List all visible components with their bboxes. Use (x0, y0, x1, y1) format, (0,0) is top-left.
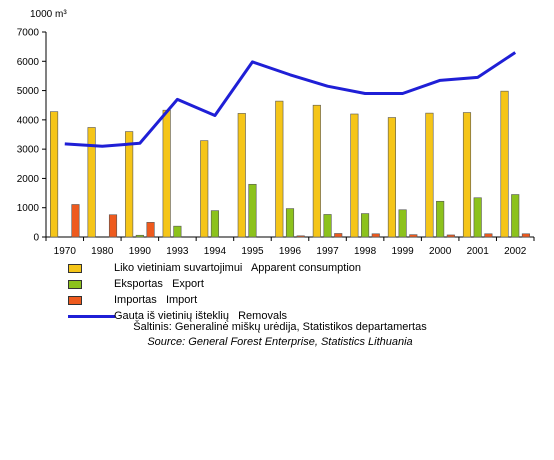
bar-consumption (462, 112, 472, 238)
y-tick-label: 2000 (17, 174, 40, 185)
legend-item-removals: Gauta iš vietinių išteklių Removals (68, 309, 287, 325)
bar-export (248, 183, 257, 238)
bar-consumption (87, 127, 96, 238)
plot-area: 0 1000 2000 3000 4000 5000 6000 7000 1970 1980 199… (17, 28, 535, 257)
source-note-en: Source: General Forest Enterprise, Stati… (147, 336, 413, 348)
x-tick-label: 1996 (279, 246, 302, 257)
bar-consumption (500, 90, 509, 238)
bar-export (436, 200, 445, 238)
legend-item-export: Eksportas Export (68, 277, 204, 293)
bar-import (296, 235, 305, 238)
y-tick-label: 4000 (17, 115, 40, 126)
bar-import (71, 204, 80, 238)
bar-import (484, 233, 493, 238)
bar-import (409, 234, 418, 238)
legend-line-removals (68, 315, 115, 318)
bar-export (210, 210, 219, 238)
legend: Liko vietiniam suvartojimui Apparent con… (68, 261, 361, 325)
bar-consumption (312, 104, 321, 238)
bar-export (473, 197, 482, 238)
x-tick-label: 1980 (91, 246, 114, 257)
bar-consumption (50, 111, 59, 238)
x-tick-label: 1999 (391, 246, 414, 257)
bar-consumption (387, 117, 396, 238)
x-tick-label: 1993 (166, 246, 189, 257)
bar-export (323, 214, 332, 238)
y-axis-label: 1000 m³ (30, 9, 67, 20)
bar-import (108, 214, 118, 238)
legend-swatch-import (68, 296, 82, 305)
y-tick-label: 1000 (17, 203, 40, 214)
x-tick-label: 2000 (429, 246, 452, 257)
y-tick-label: 0 (33, 233, 39, 244)
line-removals (64, 51, 517, 148)
bar-export (361, 213, 370, 238)
y-tick-label: 3000 (17, 145, 40, 156)
bar-export (173, 225, 182, 238)
x-tick-label: 1970 (54, 246, 77, 257)
x-tick-label: 2002 (504, 246, 527, 257)
bar-consumption (125, 131, 134, 238)
y-tick-label: 6000 (17, 57, 40, 68)
bar-export (511, 194, 520, 238)
bar-import (446, 234, 455, 238)
bar-import (334, 233, 343, 238)
x-tick-label: 2001 (467, 246, 490, 257)
legend-swatch-export (68, 280, 82, 289)
legend-swatch-consumption (68, 264, 82, 273)
legend-item-consumption: Liko vietiniam suvartojimui Apparent con… (68, 261, 361, 277)
bar-consumption (162, 109, 171, 238)
x-tick-label: 1997 (316, 246, 339, 257)
x-tick-label: 1995 (241, 246, 264, 257)
legend-label-removals: Gauta iš vietinių išteklių Removals (114, 310, 288, 322)
bar-consumption (200, 140, 209, 238)
legend-item-import: Importas Import (68, 293, 197, 309)
y-tick-label: 5000 (17, 86, 40, 97)
bar-export (398, 209, 407, 238)
bar-consumption (237, 113, 246, 238)
chart-svg: 0 1000 2000 3000 4000 5000 6000 7000 1970 1980 199… (17, 9, 535, 257)
bar-consumption (425, 112, 434, 238)
source-note-lt: Šaltinis: Generalinė miškų urėdija, Stat… (133, 321, 427, 333)
bar-export (285, 208, 295, 238)
x-tick-label: 1990 (129, 246, 152, 257)
x-tick-label: 1998 (354, 246, 377, 257)
bar-import (371, 233, 380, 238)
bar-import (521, 233, 530, 238)
bar-import (146, 222, 155, 238)
x-tick-label: 1994 (204, 246, 227, 257)
legend-label-export: Eksportas Export (114, 278, 204, 290)
bar-consumption (275, 100, 284, 238)
legend-label-consumption: Liko vietiniam suvartojimui Apparent con… (114, 262, 362, 274)
bar-consumption (350, 113, 359, 238)
legend-label-import: Importas Import (114, 294, 198, 306)
y-tick-label: 7000 (17, 28, 40, 39)
bar-export (135, 234, 144, 238)
